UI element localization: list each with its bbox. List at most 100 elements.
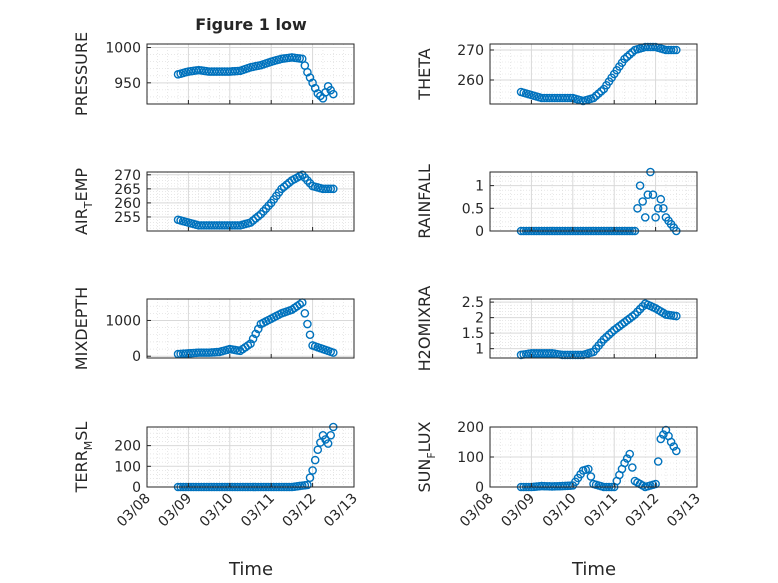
y-tick-label: 2.5: [462, 295, 484, 311]
y-axis-label: MIXDEPTH: [72, 287, 91, 370]
data-point: [604, 330, 614, 340]
data-point: [672, 311, 681, 321]
data-point: [246, 218, 255, 227]
data-point: [630, 310, 640, 319]
data-point: [622, 454, 632, 463]
series-markers: [516, 42, 681, 106]
subplot-pressure: 950 1000 PRESSURE: [72, 32, 355, 116]
data-point: [596, 86, 606, 96]
data-point: [620, 54, 629, 64]
data-point: [656, 434, 666, 444]
data-point: [328, 348, 338, 357]
data-point: [640, 213, 650, 222]
data-point: [300, 309, 310, 318]
axes-box: [146, 43, 355, 105]
y-tick-label: 0: [475, 224, 484, 240]
axes-box: [146, 426, 355, 488]
data-point: [303, 480, 312, 490]
data-point: [666, 437, 676, 447]
axes-box: [489, 171, 698, 232]
data-point: [602, 332, 611, 342]
y-tick-label: 2: [475, 311, 484, 327]
y-axis-label: RAINFALL: [415, 164, 434, 239]
data-point: [248, 216, 258, 225]
data-point: [591, 91, 601, 101]
data-point: [326, 430, 336, 440]
data-point: [656, 194, 666, 204]
y-axis-label: H2OMIXRA: [415, 286, 434, 372]
y-tick-label: 0.5: [462, 201, 484, 217]
y-tick-label: 270: [457, 43, 484, 59]
data-point: [651, 479, 660, 489]
data-point: [638, 197, 647, 206]
data-point: [659, 430, 668, 439]
y-tick-label: 200: [114, 439, 141, 455]
data-point: [648, 190, 658, 199]
data-point: [659, 204, 668, 213]
data-point: [622, 52, 632, 62]
data-point: [635, 181, 645, 190]
data-point: [599, 335, 609, 344]
data-point: [589, 93, 598, 103]
axes-box: [146, 298, 355, 359]
data-point: [253, 211, 263, 221]
data-point: [628, 463, 637, 472]
data-point: [328, 184, 338, 194]
axes-box: [146, 171, 355, 232]
y-tick-label: 1000: [105, 41, 141, 57]
figure-title: Figure 1 low: [195, 15, 307, 34]
y-tick-label: 270: [114, 168, 141, 184]
data-point: [308, 466, 317, 475]
data-point: [620, 458, 629, 468]
series-markers: [516, 425, 681, 492]
data-point: [282, 180, 292, 189]
y-tick-label: 265: [114, 182, 141, 198]
y-tick-label: 0: [475, 480, 484, 496]
data-point: [233, 221, 242, 230]
data-point: [633, 204, 642, 213]
data-point: [279, 182, 289, 192]
data-point: [563, 481, 572, 491]
data-point: [653, 457, 663, 466]
data-point: [251, 214, 260, 223]
series-markers: [173, 53, 338, 103]
data-point: [323, 184, 333, 194]
data-point: [305, 473, 315, 482]
axes-box: [489, 298, 698, 359]
data-point: [651, 213, 660, 222]
x-axis-label-right: Time: [571, 559, 616, 580]
subplot-theta: 260 270 THETA: [415, 42, 698, 106]
series-markers: [173, 170, 338, 230]
data-point: [625, 50, 635, 59]
data-point: [313, 445, 323, 455]
x-axis-label-left: Time: [228, 559, 273, 580]
data-point: [253, 324, 263, 334]
data-point: [310, 455, 320, 465]
data-point: [607, 328, 616, 337]
subplot-mixdepth: 0 1000 MIXDEPTH: [72, 287, 355, 370]
subplot-h2omixra: 11.522.5 H2OMIXRA: [415, 286, 698, 372]
plot-area: [147, 299, 354, 358]
data-point: [277, 184, 286, 194]
y-tick-label: 260: [457, 73, 484, 89]
y-axis-label: TERRMSL: [72, 422, 95, 494]
data-point: [326, 184, 336, 194]
data-point: [323, 439, 333, 448]
y-axis-label: PRESSURE: [72, 32, 91, 116]
data-point: [672, 446, 681, 456]
y-tick-label: 1000: [105, 313, 141, 329]
data-point: [672, 45, 681, 55]
y-tick-label: 1: [475, 179, 484, 195]
data-point: [669, 442, 679, 451]
data-point: [565, 93, 575, 103]
data-point: [584, 464, 593, 474]
data-point: [246, 339, 255, 348]
y-axis-label: AIRTEMP: [72, 168, 95, 235]
y-tick-label: 100: [457, 450, 484, 466]
y-tick-label: 200: [457, 420, 484, 436]
subplot-rainfall: 0 0.5 1 RAINFALL: [415, 164, 698, 240]
y-tick-label: 260: [114, 196, 141, 212]
y-tick-label: 1: [475, 342, 484, 358]
